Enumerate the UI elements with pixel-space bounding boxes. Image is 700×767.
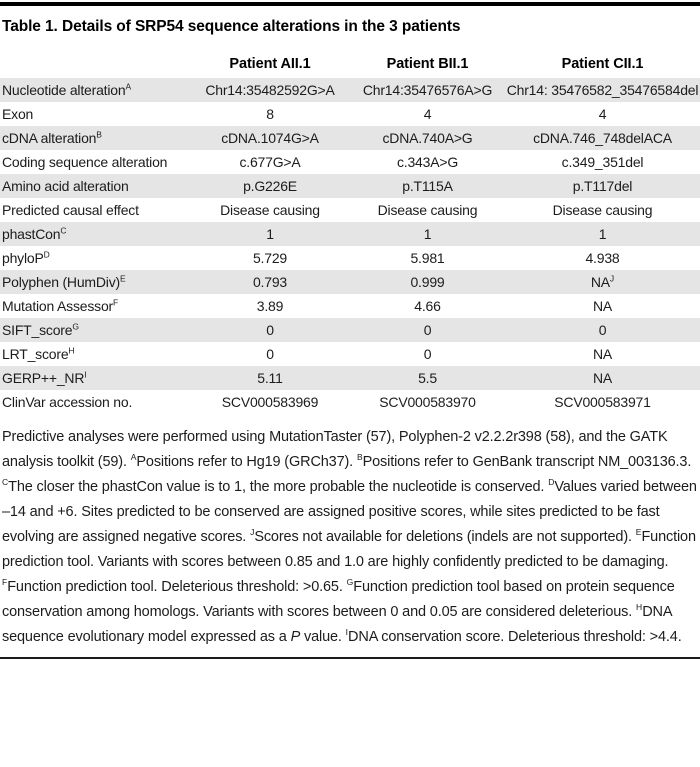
table-row: phastConC 1 1 1 — [0, 222, 700, 246]
row-label: LRT_scoreH — [2, 345, 75, 362]
row-label: phastConC — [2, 225, 67, 242]
value-cell: 0.793 — [252, 274, 288, 290]
value-cell: 5.729 — [252, 250, 288, 266]
value-cell: NA — [592, 298, 613, 314]
table-row: ClinVar accession no. SCV000583969 SCV0005… — [0, 390, 700, 414]
value-cell: cDNA.1074G>A — [221, 130, 319, 146]
value-cell: 4 — [598, 106, 607, 122]
row-label: cDNA alterationB — [2, 129, 102, 146]
value-cell: NA — [592, 370, 613, 386]
row-label: phyloPD — [2, 249, 50, 266]
value-cell: NAJ — [590, 273, 615, 290]
value-cell: 3.89 — [256, 298, 284, 314]
header-row: Patient AII.1 Patient BII.1 Patient CII.… — [0, 50, 700, 78]
value-cell: SCV000583969 — [221, 394, 319, 410]
table-row: Exon 8 4 4 — [0, 102, 700, 126]
details-table: Patient AII.1 Patient BII.1 Patient CII.… — [0, 50, 700, 414]
value-cell: 8 — [266, 106, 274, 122]
column-header-rowlabels — [0, 50, 190, 78]
value-cell: NA — [592, 346, 613, 362]
value-cell: 0 — [423, 322, 432, 338]
row-label: Mutation AssessorF — [2, 297, 119, 314]
value-cell: 4.938 — [585, 250, 620, 266]
table-row: GERP++_NRI 5.11 5.5 NA — [0, 366, 700, 390]
table-title: Table 1. Details of SRP54 sequence alter… — [2, 18, 461, 35]
row-label: Amino acid alteration — [2, 178, 129, 194]
value-cell: cDNA.746_748delACA — [533, 130, 672, 146]
value-cell: c.677G>A — [239, 154, 301, 170]
value-cell: 5.5 — [418, 370, 437, 386]
value-cell: Disease causing — [377, 202, 478, 218]
value-cell: c.343A>G — [396, 154, 459, 170]
value-cell: 0.999 — [410, 274, 445, 290]
row-label: Exon — [2, 106, 34, 122]
bottom-rule — [0, 657, 700, 659]
row-label: Coding sequence alteration — [2, 154, 168, 170]
value-cell: SCV000583971 — [554, 394, 651, 410]
value-cell: 4 — [423, 106, 432, 122]
table-footnote: Predictive analyses were performed using… — [2, 429, 697, 645]
table-row: Polyphen (HumDiv)E 0.793 0.999 NAJ — [0, 270, 700, 294]
table-row: SIFT_scoreG 0 0 0 — [0, 318, 700, 342]
value-cell: 0 — [266, 346, 274, 362]
table-row: cDNA alterationB cDNA.1074G>A cDNA.740A>G c… — [0, 126, 700, 150]
value-cell: 1 — [423, 226, 432, 242]
top-rule — [0, 2, 700, 6]
row-label: SIFT_scoreG — [2, 321, 79, 338]
value-cell: p.T115A — [402, 178, 453, 194]
value-cell: p.T117del — [572, 178, 633, 194]
value-cell: Disease causing — [220, 202, 320, 218]
value-cell: 1 — [598, 226, 607, 242]
table-row: Predicted causal effect Disease causing Di… — [0, 198, 700, 222]
value-cell: p.G226E — [243, 178, 297, 194]
column-header-patient-cii1: Patient CII.1 — [561, 56, 644, 72]
table-row: Amino acid alteration p.G226E p.T115A p.T11… — [0, 174, 700, 198]
column-header-patient-bii1: Patient BII.1 — [386, 56, 469, 72]
value-cell: 0 — [423, 346, 432, 362]
row-label: ClinVar accession no. — [2, 394, 133, 410]
value-cell: Disease causing — [552, 202, 653, 218]
table-header: Patient AII.1 Patient BII.1 Patient CII.… — [0, 50, 700, 78]
value-cell: 0 — [598, 322, 607, 338]
value-cell: cDNA.740A>G — [382, 130, 473, 146]
value-cell: Chr14:35482592G>A — [205, 82, 335, 98]
row-label: Polyphen (HumDiv)E — [2, 273, 126, 290]
table-row: LRT_scoreH 0 0 NA — [0, 342, 700, 366]
table-body: Nucleotide alterationA Chr14:35482592G>A C… — [0, 78, 700, 414]
table-row: Coding sequence alteration c.677G>A c.343A… — [0, 150, 700, 174]
value-cell: 4.66 — [414, 298, 441, 314]
value-cell: Chr14: 35476582_35476584del — [506, 82, 699, 98]
value-cell: 5.11 — [257, 370, 283, 386]
table-row: Mutation AssessorF 3.89 4.66 NA — [0, 294, 700, 318]
value-cell: 0 — [266, 322, 274, 338]
value-cell: Chr14:35476576A>G — [362, 82, 493, 98]
row-label: Predicted causal effect — [2, 202, 139, 218]
column-header-patient-aii1: Patient AII.1 — [229, 56, 311, 72]
value-cell: SCV000583970 — [379, 394, 476, 410]
row-label: GERP++_NRI — [2, 369, 87, 386]
value-cell: 5.981 — [410, 250, 445, 266]
table-row: phyloPD 5.729 5.981 4.938 — [0, 246, 700, 270]
value-cell: 1 — [266, 226, 274, 242]
paper-page: Table 1. Details of SRP54 sequence alter… — [0, 2, 700, 659]
table-row: Nucleotide alterationA Chr14:35482592G>A C… — [0, 78, 700, 102]
row-label: Nucleotide alterationA — [2, 81, 132, 98]
value-cell: c.349_351del — [561, 154, 644, 170]
